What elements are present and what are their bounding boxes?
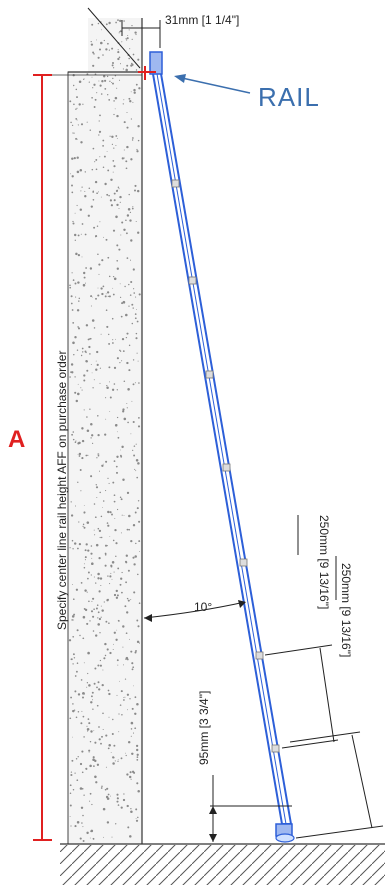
foot-height-dimension: 95mm [3 3/4"] — [197, 691, 292, 842]
angle-label: 10° — [194, 600, 212, 614]
rung — [188, 276, 197, 285]
rail-label: RAIL — [258, 82, 320, 112]
floor-hatch — [60, 843, 385, 885]
rail-callout: RAIL — [174, 74, 320, 112]
top-offset-label: 31mm [1 1/4"] — [165, 13, 239, 27]
rung — [205, 370, 214, 379]
concrete-wall — [67, 18, 143, 845]
rolling-ladder — [138, 51, 295, 843]
rung-spacing-dimension-1: 250mm [9 13/16"] — [264, 515, 339, 749]
height-marker-label: A — [8, 426, 25, 453]
foot-height-label: 95mm [3 3/4"] — [197, 691, 211, 765]
rung-spacing-label-2: 250mm [9 13/16"] — [339, 563, 353, 657]
rung — [222, 463, 231, 472]
rung-spacing-dimension-2: 250mm [9 13/16"] — [289, 556, 384, 839]
angle-dimension: 10° — [143, 600, 246, 622]
rung — [271, 744, 280, 753]
rung — [239, 558, 248, 567]
rail-hook — [149, 51, 163, 75]
rung-spacing-label-1: 250mm [9 13/16"] — [317, 515, 331, 609]
specify-note: Specify center line rail height AFF on p… — [55, 351, 69, 630]
rung — [255, 651, 264, 660]
rung — [171, 179, 180, 188]
ladder-wheel — [275, 833, 295, 843]
ladder-rungs — [171, 179, 280, 753]
height-a-dimension: A — [8, 74, 142, 841]
top-offset-dimension: 31mm [1 1/4"] — [87, 7, 239, 69]
